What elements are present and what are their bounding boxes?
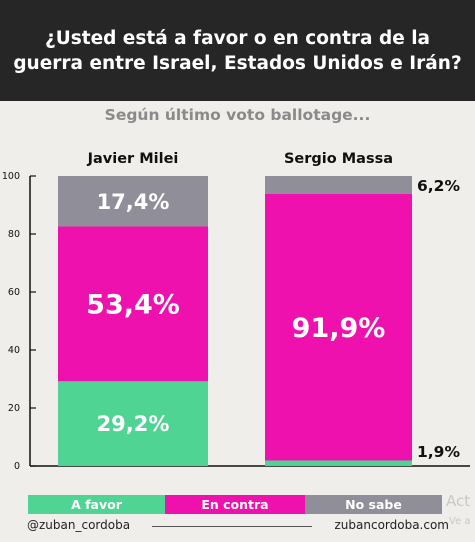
bar-en-contra <box>265 193 412 461</box>
data-label-en-contra: 91,9% <box>292 313 386 344</box>
category-label: Javier Milei <box>87 151 179 167</box>
legend-item-en-contra: En contra <box>165 495 305 514</box>
legend-label-en-contra: En contra <box>201 497 269 512</box>
activation-watermark: Act <box>446 492 471 510</box>
y-tick-label: 100 <box>2 171 20 182</box>
bar-no-sabe <box>58 176 208 227</box>
data-label-en-contra: 53,4% <box>86 290 180 321</box>
legend-label-no-sabe: No sabe <box>345 497 402 512</box>
data-label-a-favor: 1,9% <box>417 443 460 461</box>
footer-divider <box>152 526 312 527</box>
bar-no-sabe <box>265 176 412 194</box>
chart-subtitle: Según último voto ballotage... <box>104 106 371 124</box>
header-banner: ¿Usted está a favor o en contra de la gu… <box>0 0 475 101</box>
bar-a-favor <box>58 381 208 466</box>
data-label-no-sabe: 17,4% <box>97 190 170 214</box>
y-tick-label: 0 <box>14 461 20 472</box>
bar-a-favor <box>265 460 412 466</box>
footer-website[interactable]: zubancordoba.com <box>334 518 449 532</box>
legend-item-no-sabe: No sabe <box>305 495 442 514</box>
data-label-a-favor: 29,2% <box>97 412 170 436</box>
legend-label-a-favor: A favor <box>71 497 122 512</box>
y-tick-label: 40 <box>8 345 20 356</box>
y-tick-label: 80 <box>8 229 20 240</box>
category-label: Sergio Massa <box>284 151 393 167</box>
data-label-no-sabe: 6,2% <box>417 177 460 195</box>
y-tick-label: 20 <box>8 403 20 414</box>
legend-item-a-favor: A favor <box>28 495 165 514</box>
y-tick-label: 60 <box>8 287 20 298</box>
chart-title: ¿Usted está a favor o en contra de la gu… <box>13 27 462 74</box>
footer-handle[interactable]: @zuban_cordoba <box>27 518 131 532</box>
activation-watermark-sub: Ve a <box>449 516 471 527</box>
bar-en-contra <box>58 226 208 382</box>
